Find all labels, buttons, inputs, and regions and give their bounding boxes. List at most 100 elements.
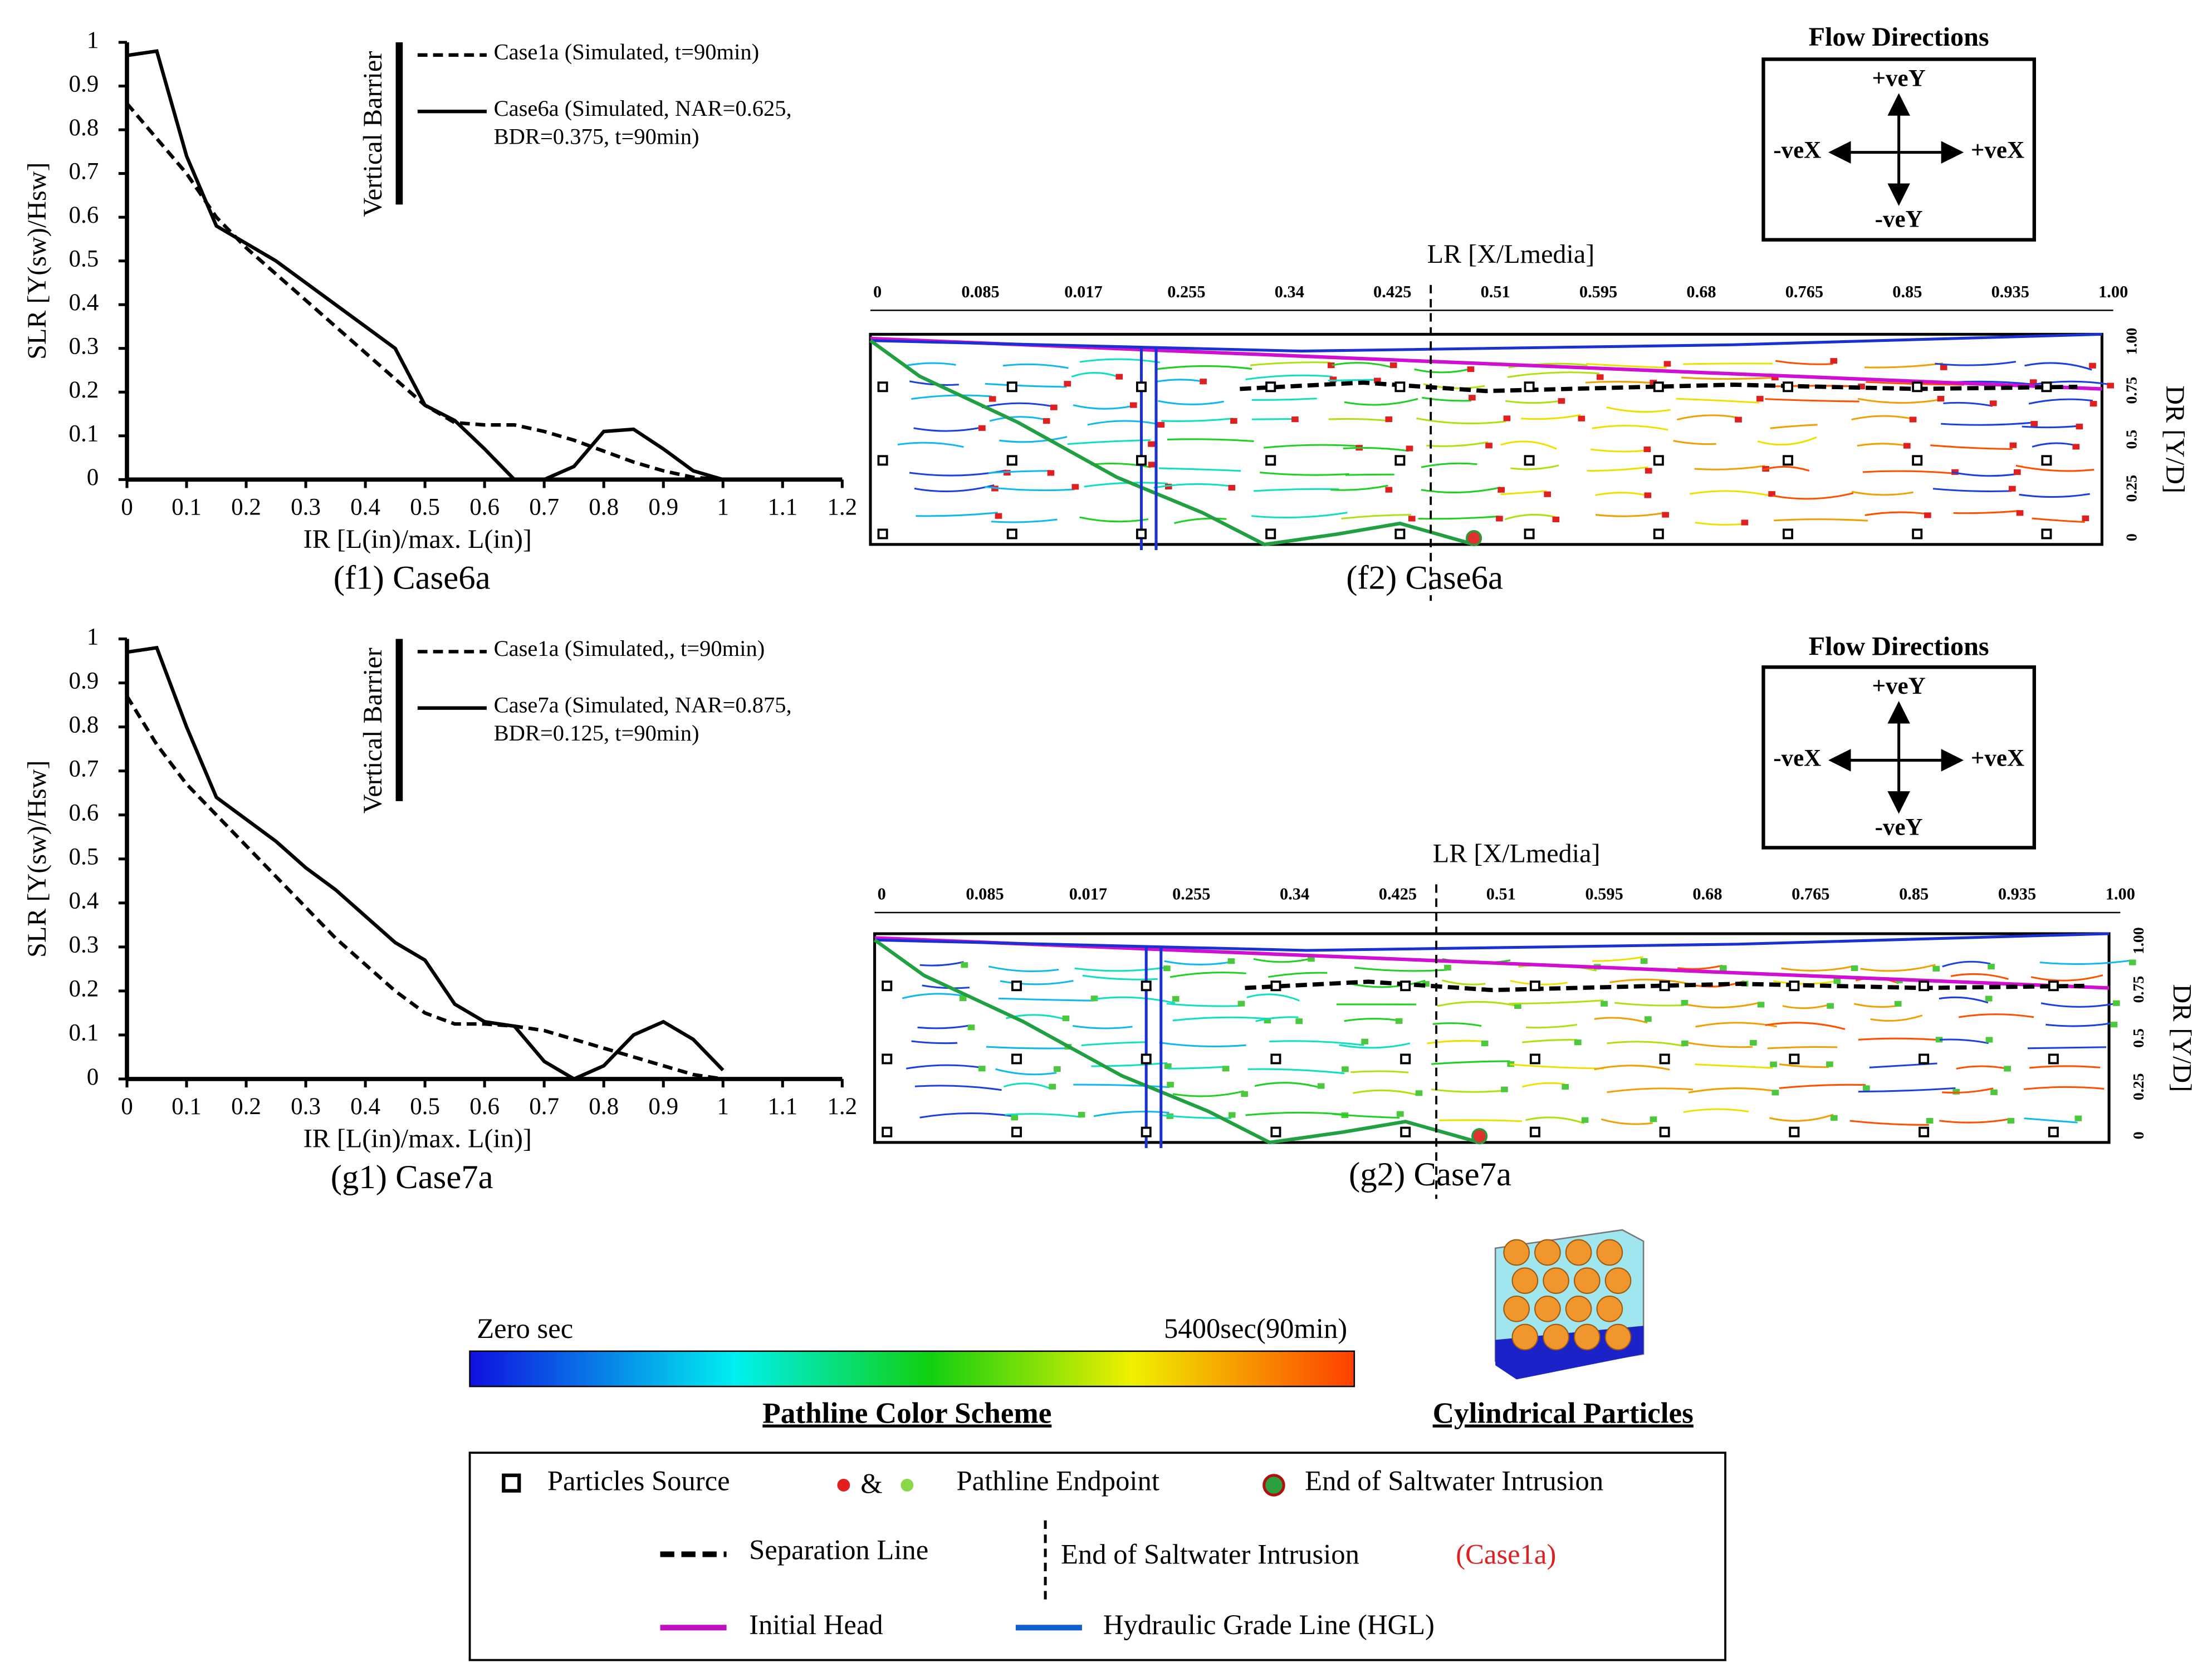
endpoint [988,396,996,402]
endpoint [1909,416,1917,423]
endpoint [1329,376,1337,383]
sphere [1565,1239,1592,1266]
pathline [1095,996,1176,1004]
endpoint [1228,1112,1236,1118]
pathline [985,383,1067,388]
legend-text: Separation Line [749,1534,928,1566]
pathline [1084,482,1168,488]
pathline [1765,1022,1846,1030]
pathline [1345,473,1394,476]
pathline [1439,1119,1523,1122]
pathline [902,993,963,999]
pathline [1522,1038,1578,1043]
pathline [1595,492,1647,497]
y-tick-label: 0.1 [69,1020,99,1046]
particles-title: Cylindrical Particles [1433,1397,1694,1430]
endpoint [1050,404,1058,410]
endpoint [2074,1115,2082,1121]
endpoint [2089,362,2096,369]
endpoint [1291,416,1299,423]
pathline [1862,470,1955,474]
pathline [1153,483,1231,489]
x-tick-label: 0.4 [350,1094,380,1120]
pathline [2029,1065,2101,1069]
pathline [988,470,1050,474]
flow-label: -veX [1773,745,1821,771]
legend-text: Hydraulic Grade Line (HGL) [1103,1609,1435,1640]
legend-text: Pathline Endpoint [956,1465,1159,1497]
endpoint [1851,965,1858,972]
sphere [1604,1267,1632,1294]
top-tick-label: 0.34 [1280,885,1309,904]
particle-source [1919,1126,1930,1137]
particle-source [882,1053,893,1065]
pathline [1071,371,1119,378]
endpoint [2082,515,2089,522]
particle-source [1789,980,1800,992]
pathline [1941,421,2034,426]
particle-source [1782,381,1793,393]
endpoint [1164,1063,1172,1070]
pathline [1779,1063,1829,1068]
x-tick-label: 0.7 [529,494,559,520]
particle-source [1006,455,1017,466]
endpoint [1645,1016,1652,1022]
x-axis-title: IR [L(in)/max. L(in)] [304,524,532,554]
caption: (f1) Case6a [334,560,491,597]
pathline [1254,1082,1321,1089]
particle-source [1011,1126,1022,1137]
endpoint [1389,362,1397,369]
pathline [1250,361,1331,366]
pathline [922,984,970,989]
pathline [1676,414,1738,421]
top-tick-label: 0.68 [1692,885,1722,904]
top-tick-label: 0.017 [1064,282,1102,301]
right-axis-title: DR [Y/D] [2160,385,2190,493]
pathline [907,362,956,366]
endpoint [1172,996,1180,1002]
particle-source [1653,528,1664,540]
pathline [1081,1041,1148,1047]
intrusion-front [869,339,1475,547]
endpoint-icon [901,1479,914,1492]
endpoint [1681,1040,1689,1046]
particle-source [882,1126,893,1137]
pathline [911,1040,958,1045]
pathline [906,1064,982,1070]
pathline [1255,1016,1299,1022]
endpoint [1408,516,1416,522]
pathline [1159,1042,1246,1047]
pathline [1601,1118,1653,1125]
pathline [986,1046,1068,1050]
endpoint [1395,1018,1403,1024]
y-tick-label: 0.6 [69,202,99,228]
y-tick-label: 0 [87,464,99,491]
x-tick-label: 0.1 [172,1094,202,1120]
endpoint [1327,362,1335,369]
pathline [1942,960,1991,968]
sphere [1511,1323,1539,1351]
pathline [1002,363,1069,369]
y-tick-label: 0.3 [69,334,99,360]
endpoint [1200,379,1207,385]
y-tick-label: 0.4 [69,888,99,914]
pathline [1942,1087,1994,1094]
particle-source [2048,980,2059,992]
pathline [1161,418,1234,422]
pathline [998,997,1094,1002]
endpoint [1574,1039,1582,1046]
pathline [1585,362,1667,369]
pathline [2045,1022,2113,1027]
top-tick-label: 0.595 [1585,885,1623,904]
pathline [1594,1017,1648,1024]
top-tick-label: 0.85 [1892,282,1922,301]
pathline [1332,362,1393,369]
y-axis-title: SLR [Y(sw)/Hsw] [22,761,52,958]
right-tick-label: 0.25 [2130,1073,2147,1100]
top-tick-label: 0.935 [1998,885,2036,904]
endpoint [1940,364,1947,370]
top-tick-label: 0.255 [1167,282,1205,301]
pathline [1953,510,2019,514]
pathline [1614,1002,1684,1007]
particle-source [1270,1126,1281,1137]
